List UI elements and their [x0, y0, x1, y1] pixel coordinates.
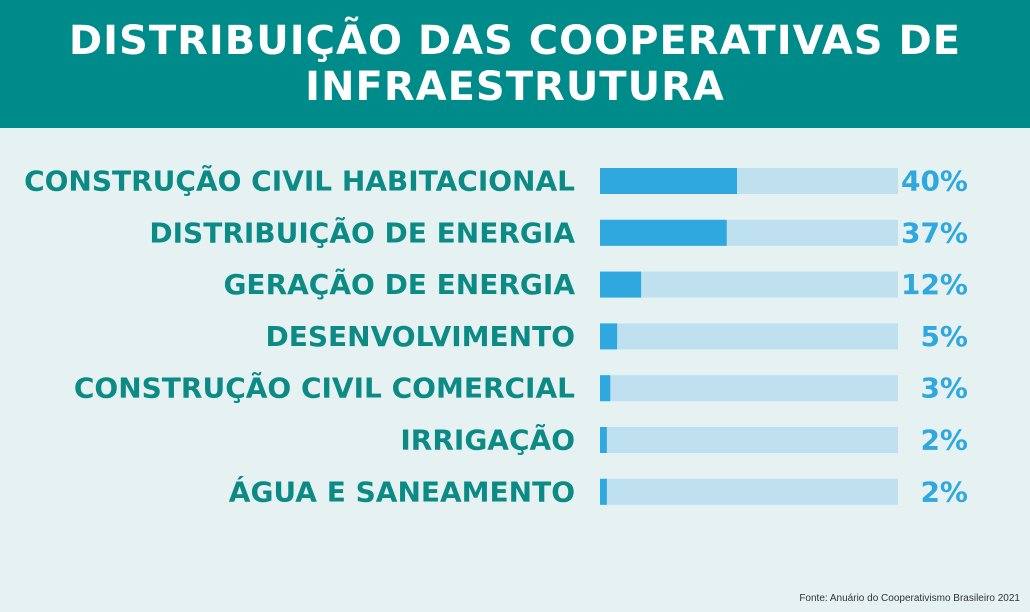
- category-label: IRRIGAÇÃO: [400, 423, 575, 457]
- chart-title-line-1: DISTRIBUIÇÃO DAS COOPERATIVAS DE: [68, 18, 962, 64]
- category-label: CONSTRUÇÃO CIVIL COMERCIAL: [74, 371, 575, 405]
- bar-track: [600, 478, 898, 505]
- bar-track: [600, 427, 898, 453]
- category-label: DISTRIBUIÇÃO DE ENERGIA: [149, 215, 575, 249]
- value-label: 2%: [920, 475, 968, 508]
- source-note: Fonte: Anuário do Cooperativismo Brasile…: [799, 593, 1020, 604]
- category-label: GERAÇÃO DE ENERGIA: [223, 267, 575, 301]
- bar: [600, 375, 611, 402]
- bar: [600, 271, 642, 298]
- value-label: 40%: [901, 165, 968, 198]
- category-label: CONSTRUÇÃO CIVIL HABITACIONAL: [24, 164, 575, 198]
- value-label: 5%: [920, 320, 968, 353]
- value-label: 37%: [901, 216, 968, 249]
- bar: [600, 323, 618, 350]
- value-label: 2%: [920, 424, 968, 457]
- bar: [600, 168, 738, 194]
- bar: [600, 427, 607, 453]
- bar-track: [600, 375, 898, 402]
- chart-title-line-2: INFRAESTRUTURA: [305, 64, 725, 110]
- bar-track: [600, 323, 898, 350]
- title-banner: DISTRIBUIÇÃO DAS COOPERATIVAS DE INFRAES…: [0, 0, 1030, 128]
- bar: [600, 219, 727, 246]
- value-label: 12%: [901, 268, 968, 301]
- category-label: ÁGUA E SANEAMENTO: [229, 474, 575, 508]
- bar-chart: CONSTRUÇÃO CIVIL HABITACIONAL 40% DISTRIBU…: [24, 164, 968, 509]
- bar-track: [600, 271, 898, 298]
- category-label: DESENVOLVIMENTO: [266, 320, 575, 353]
- value-label: 3%: [920, 372, 968, 405]
- bar: [600, 478, 607, 505]
